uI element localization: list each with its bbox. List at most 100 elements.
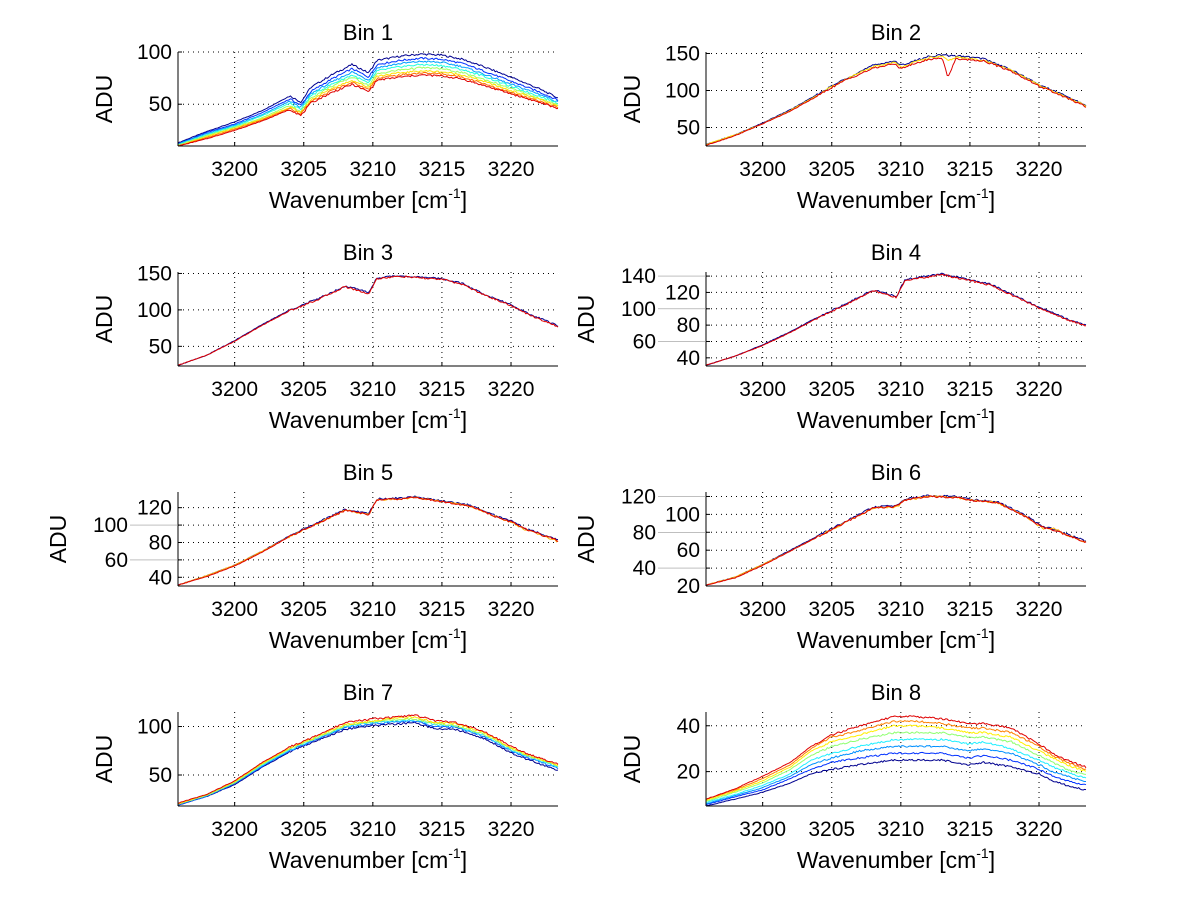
series-line-2 [705,495,1087,586]
y-tick-label: 100 [137,299,172,322]
y-tick-label: 80 [149,531,172,554]
y-tick-label: 20 [677,575,700,598]
series-line-1 [177,53,559,144]
y-axis-label: ADU [619,75,645,124]
panel-1: 3200 3205 3210 3215 3220 50 100 Bin 1 Wavenumber… [91,20,559,213]
series-line-2 [705,55,1087,145]
x-tick-label: 3205 [280,378,327,401]
y-tick-label: 140 [621,265,656,288]
x-axis-label: Wavenumber [cm-1] [269,625,467,653]
series-line-8 [177,74,559,147]
panel-8: 3200 3205 3210 3215 3220 20 40 Bin 8 Wavenumber … [619,680,1087,873]
x-axis-label: Wavenumber [cm-1] [797,845,995,873]
panel-3: 3200 3205 3210 3215 3220 50 100 150 Bin 3 Wavenum… [91,240,559,433]
series-line-7 [177,71,559,147]
y-axis-label: ADU [91,735,117,784]
x-tick-label: 3205 [280,818,327,841]
x-tick-label: 3205 [808,158,855,181]
series-line-6 [177,714,559,804]
y-axis-label: ADU [619,735,645,784]
panel-title: Bin 6 [871,460,921,485]
x-tick-label: 3220 [488,818,535,841]
y-tick-label: 60 [677,539,700,562]
x-tick-label: 3210 [877,598,924,621]
series-line-5 [177,715,558,805]
x-tick-label: 3200 [739,378,786,401]
series-line-2 [177,275,559,366]
x-tick-label: 3210 [349,818,396,841]
y-tick-label: 120 [621,485,656,508]
panel-7: 3200 3205 3210 3215 3220 50 100 Bin 7 Wavenumber… [91,680,559,873]
y-tick-label: 100 [665,79,700,102]
x-tick-label: 3205 [808,818,855,841]
series-line-3 [177,496,559,586]
series-line-1 [705,272,1087,366]
series-line-3 [177,60,559,145]
series-line-4 [177,717,559,805]
x-tick-label: 3210 [877,378,924,401]
x-axis-label: Wavenumber [cm-1] [797,625,995,653]
series-line-6 [177,70,559,147]
y-tick-label: 40 [677,347,700,370]
x-axis-label: Wavenumber [cm-1] [269,185,467,213]
series-line-2 [705,751,1087,806]
x-tick-label: 3220 [1016,818,1063,841]
x-tick-label: 3220 [1016,378,1063,401]
x-tick-label: 3220 [488,158,535,181]
y-axis-label: ADU [91,75,117,124]
series-line-2 [177,57,559,145]
series-line-3 [705,57,1087,146]
x-tick-label: 3215 [419,378,466,401]
y-axis-label: ADU [573,515,599,564]
y-tick-label: 100 [137,41,172,64]
y-tick-label: 40 [677,715,700,738]
x-tick-label: 3200 [739,598,786,621]
y-tick-label: 120 [665,281,700,304]
panel-title: Bin 3 [343,240,393,265]
panel-title: Bin 2 [871,20,921,45]
panel-title: Bin 8 [871,680,921,705]
panel-title: Bin 7 [343,680,393,705]
y-tick-label: 150 [137,262,172,285]
y-tick-label: 50 [149,93,172,116]
series-line-5 [177,66,559,146]
y-tick-label: 120 [137,497,172,520]
x-tick-label: 3200 [739,158,786,181]
series-line-1 [705,494,1087,586]
x-tick-label: 3220 [1016,158,1063,181]
x-tick-label: 3200 [211,598,258,621]
y-tick-label: 60 [633,330,656,353]
x-tick-label: 3210 [349,158,396,181]
y-tick-label: 40 [149,566,172,589]
series-line-1 [705,54,1087,145]
x-axis-label: Wavenumber [cm-1] [797,405,995,433]
panel-title: Bin 5 [343,460,393,485]
x-tick-label: 3220 [488,378,535,401]
x-tick-label: 3200 [211,378,258,401]
y-tick-label: 100 [621,298,656,321]
y-tick-label: 80 [633,521,656,544]
series-line-7 [705,720,1087,800]
x-tick-label: 3215 [947,818,994,841]
x-tick-label: 3210 [877,158,924,181]
y-tick-label: 100 [137,716,172,739]
series-line-2 [705,273,1086,366]
panel-title: Bin 4 [871,240,921,265]
x-tick-label: 3220 [1016,598,1063,621]
series-line-3 [705,745,1086,805]
y-tick-label: 40 [633,557,656,580]
x-tick-label: 3200 [211,818,258,841]
x-tick-label: 3215 [947,158,994,181]
x-axis-label: Wavenumber [cm-1] [797,185,995,213]
x-tick-label: 3205 [808,598,855,621]
x-tick-label: 3220 [488,598,535,621]
x-tick-label: 3210 [349,378,396,401]
x-tick-label: 3200 [739,818,786,841]
panel-4: 3200 3205 3210 3215 3220 40 60 80 100 120 140 Bin 4… [573,240,1087,433]
y-tick-label: 20 [677,761,700,784]
x-axis-label: Wavenumber [cm-1] [269,405,467,433]
series-line-2 [177,496,559,586]
y-axis-label: ADU [45,515,71,564]
series-line-5 [705,731,1087,802]
